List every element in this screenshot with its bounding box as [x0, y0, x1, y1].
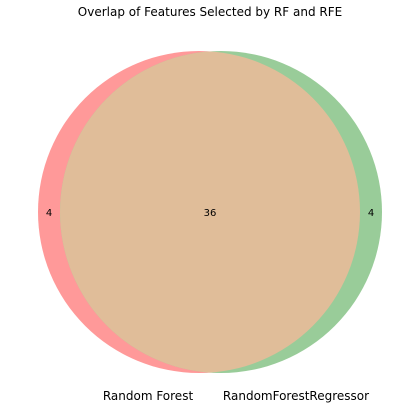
random-forest-label: Random Forest	[103, 389, 194, 403]
diagram-title: Overlap of Features Selected by RF and R…	[77, 5, 343, 19]
intersection-region	[60, 51, 360, 373]
random-forest-only-count: 4	[46, 208, 52, 219]
random-forest-regressor-label: RandomForestRegressor	[223, 389, 369, 403]
intersection-count: 36	[204, 208, 217, 219]
random-forest-regressor-only-count: 4	[368, 208, 374, 219]
